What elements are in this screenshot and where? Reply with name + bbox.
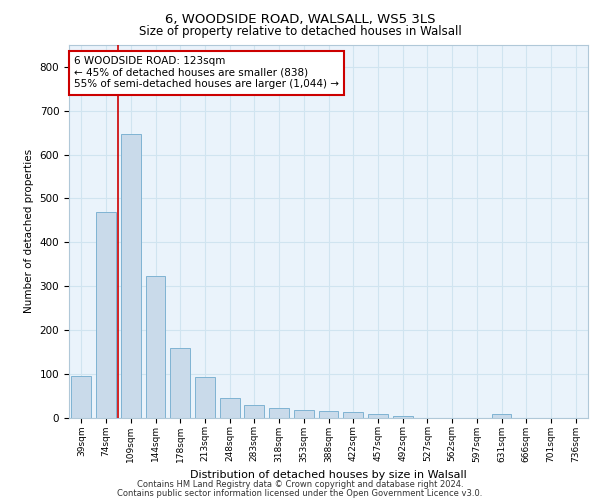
Bar [269, 408, 289, 418]
Bar [244, 405, 264, 417]
Y-axis label: Number of detached properties: Number of detached properties [24, 149, 34, 314]
Text: Size of property relative to detached houses in Walsall: Size of property relative to detached ho… [139, 25, 461, 38]
Bar [96, 212, 116, 418]
X-axis label: Distribution of detached houses by size in Walsall: Distribution of detached houses by size … [190, 470, 467, 480]
Bar [393, 416, 413, 418]
Bar [343, 412, 363, 418]
Bar [195, 376, 215, 418]
Text: 6 WOODSIDE ROAD: 123sqm
← 45% of detached houses are smaller (838)
55% of semi-d: 6 WOODSIDE ROAD: 123sqm ← 45% of detache… [74, 56, 339, 90]
Bar [220, 398, 239, 417]
Bar [146, 276, 166, 418]
Bar [368, 414, 388, 418]
Bar [71, 376, 91, 418]
Text: 6, WOODSIDE ROAD, WALSALL, WS5 3LS: 6, WOODSIDE ROAD, WALSALL, WS5 3LS [165, 12, 435, 26]
Bar [170, 348, 190, 418]
Bar [294, 410, 314, 418]
Text: Contains public sector information licensed under the Open Government Licence v3: Contains public sector information licen… [118, 488, 482, 498]
Bar [121, 134, 140, 418]
Bar [319, 412, 338, 418]
Bar [491, 414, 511, 418]
Text: Contains HM Land Registry data © Crown copyright and database right 2024.: Contains HM Land Registry data © Crown c… [137, 480, 463, 489]
